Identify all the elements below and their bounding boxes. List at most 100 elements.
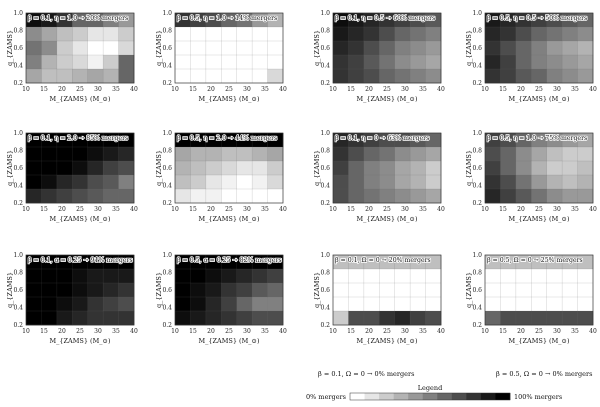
- heatmap-cell: [26, 69, 42, 84]
- heatmap-cell: [87, 55, 104, 70]
- y-tick-label: 0.6: [472, 165, 482, 172]
- y-tick-label: 0.8: [13, 270, 23, 277]
- x-tick-label: 20: [58, 328, 66, 335]
- x-tick-label: 40: [279, 328, 287, 335]
- x-tick-label: 40: [437, 86, 445, 93]
- heatmap-cell: [205, 27, 222, 42]
- heatmap-cell: [515, 69, 532, 84]
- heatmap-cell: [515, 175, 532, 190]
- heatmap-cell: [26, 13, 42, 28]
- heatmap-cell: [425, 41, 442, 56]
- y-tick-label: 0.2: [13, 80, 23, 87]
- heatmap-cell: [515, 27, 532, 42]
- heatmap-cell: [379, 255, 396, 270]
- legend-low-label: 0% mergers: [306, 393, 346, 401]
- heatmap-cell: [205, 297, 222, 312]
- heatmap-cell: [56, 161, 73, 176]
- x-tick-label: 35: [419, 86, 427, 93]
- heatmap-cell: [546, 161, 563, 176]
- heatmap-cell: [577, 133, 594, 148]
- heatmap-cell: [56, 69, 73, 84]
- x-tick-label: 10: [171, 206, 179, 213]
- heatmap-cell: [394, 175, 411, 190]
- heatmap-cell: [72, 27, 89, 42]
- x-tick-label: 25: [76, 86, 84, 93]
- heatmap-cell: [379, 311, 396, 326]
- heatmap-cell: [205, 255, 222, 270]
- heatmap-cell: [485, 133, 501, 148]
- heatmap-cell: [190, 133, 207, 148]
- heatmap-cell: [72, 69, 89, 84]
- heatmap-cell: [546, 27, 563, 42]
- y-tick-label: 0.2: [162, 322, 172, 329]
- x-axis-label: M_{ZAMS} (M_⊙): [50, 95, 111, 103]
- heatmap-cell: [252, 13, 268, 28]
- heatmap-cell: [410, 311, 426, 326]
- heatmap-cell: [118, 311, 135, 326]
- heatmap-cell: [252, 311, 268, 326]
- x-tick-label: 25: [535, 328, 543, 335]
- legend-swatch: [437, 393, 453, 400]
- x-tick-label: 40: [437, 206, 445, 213]
- heatmap-cell: [410, 269, 426, 284]
- heatmap-cell: [485, 283, 501, 298]
- legend-swatch: [466, 393, 482, 400]
- heatmap-cell: [118, 41, 135, 56]
- x-axis-label: M_{ZAMS} (M_⊙): [199, 337, 260, 345]
- heatmap-cell: [205, 283, 222, 298]
- heatmap-cell: [87, 147, 104, 162]
- heatmap-cell: [485, 69, 501, 84]
- panel-title: β = 0.5, α = 0.25 → 82% mergers: [177, 257, 282, 264]
- y-tick-label: 0.4: [472, 305, 482, 312]
- heatmap-cell: [87, 283, 104, 298]
- y-tick-label: 0.2: [472, 80, 482, 87]
- y-axis-label: q_{ZAMS}: [155, 272, 163, 308]
- heatmap-cell: [56, 283, 73, 298]
- heatmap-cell: [577, 269, 594, 284]
- x-tick-label: 10: [481, 86, 489, 93]
- y-tick-label: 0.2: [320, 200, 330, 207]
- heatmap-cell: [41, 175, 58, 190]
- heatmap-cell: [267, 175, 284, 190]
- heatmap-cell: [348, 175, 365, 190]
- heatmap-cell: [267, 13, 284, 28]
- heatmap-cell: [252, 147, 268, 162]
- x-tick-label: 15: [40, 86, 48, 93]
- y-tick-label: 0.8: [162, 148, 172, 155]
- panel-frame: [332, 12, 442, 84]
- x-tick-label: 10: [171, 86, 179, 93]
- heatmap-cell: [379, 55, 396, 70]
- x-tick-label: 40: [130, 328, 138, 335]
- heatmap-cell: [87, 297, 104, 312]
- y-tick-label: 0.8: [13, 148, 23, 155]
- heatmap-cell: [379, 13, 396, 28]
- heatmap-cell: [41, 311, 58, 326]
- y-tick-label: 1.0: [320, 252, 330, 259]
- heatmap-cell: [531, 55, 548, 70]
- panel-title: β = 0.5, η = 0.5 → 50% mergers: [487, 15, 587, 22]
- x-tick-label: 40: [589, 328, 597, 335]
- heatmap-cell: [252, 189, 268, 204]
- y-tick-label: 0.8: [13, 28, 23, 35]
- heatmap-cell: [175, 283, 191, 298]
- legend-swatch: [422, 393, 438, 400]
- heatmap-cell: [485, 55, 501, 70]
- heatmap-cell: [205, 311, 222, 326]
- heatmap-cell: [87, 255, 104, 270]
- panel-frame: [174, 132, 284, 204]
- heatmap-cell: [363, 269, 380, 284]
- heatmap-cell: [72, 175, 89, 190]
- heatmap-cell: [236, 269, 253, 284]
- heatmap-cell: [205, 189, 222, 204]
- heatmap-cell: [485, 269, 501, 284]
- legend-swatch: [350, 393, 365, 400]
- heatmap-cell: [103, 147, 119, 162]
- heatmap-cell: [72, 55, 89, 70]
- heatmap-cell: [252, 69, 268, 84]
- x-tick-label: 30: [401, 328, 409, 335]
- heatmap-cell: [485, 147, 501, 162]
- x-tick-label: 15: [189, 206, 197, 213]
- heatmap-cell: [394, 69, 411, 84]
- heatmap-cell: [190, 147, 207, 162]
- x-tick-label: 30: [243, 328, 251, 335]
